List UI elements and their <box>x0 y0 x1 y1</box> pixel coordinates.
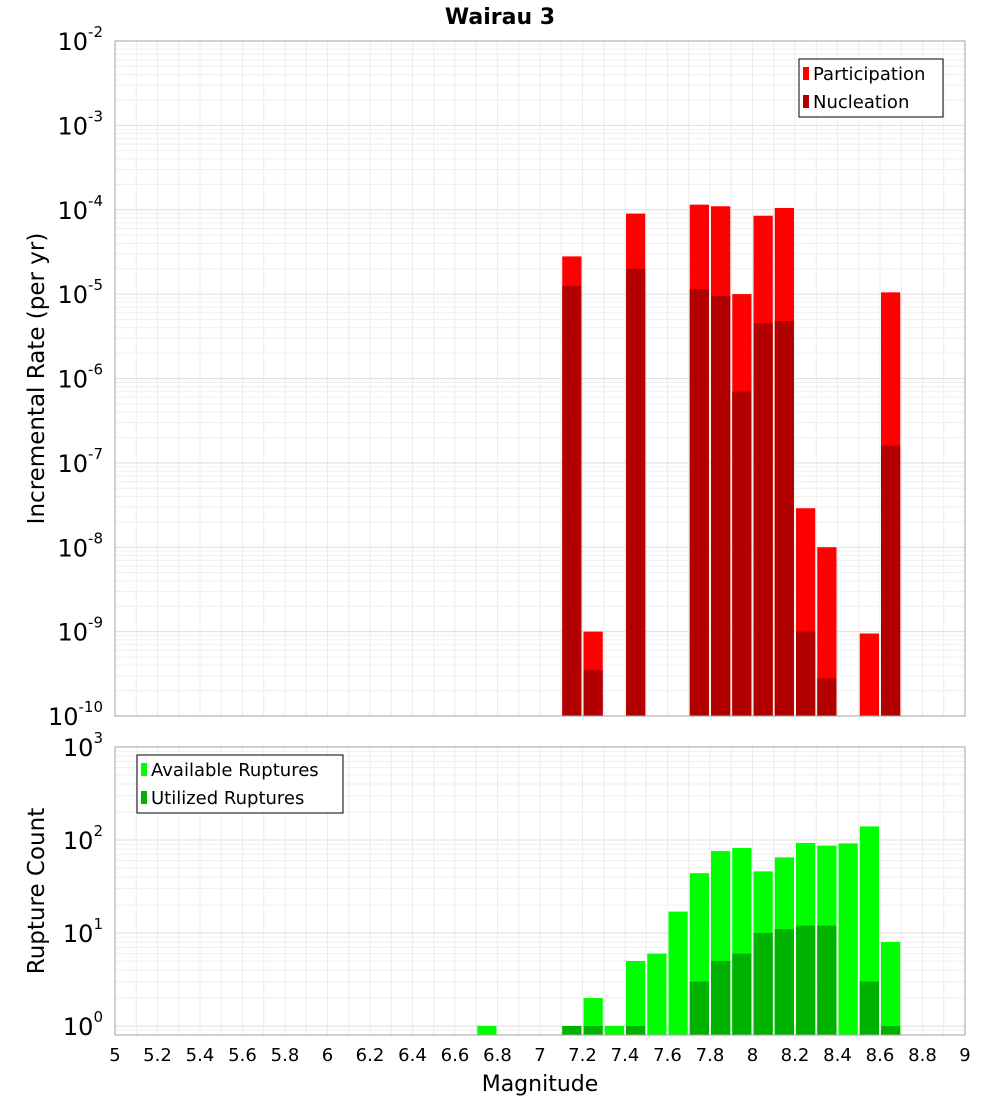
chart-title: Wairau 3 <box>445 5 555 30</box>
x-tick-label: 7.6 <box>653 1045 682 1066</box>
x-tick-label: 8.8 <box>908 1045 937 1066</box>
legend-swatch <box>803 95 809 108</box>
x-tick-label: 7.4 <box>611 1045 640 1066</box>
y-tick-label: 100 <box>63 1008 103 1041</box>
bar-available-ruptures <box>838 843 858 1035</box>
legend: Participation Nucleation <box>798 58 944 118</box>
bar-utilized-ruptures <box>753 932 773 1035</box>
bar-utilized-ruptures <box>711 960 731 1035</box>
y-tick-label: 10-6 <box>57 361 103 394</box>
x-tick-label: 6.2 <box>356 1045 385 1066</box>
bar-available-ruptures <box>668 911 688 1035</box>
y-tick-label: 10-10 <box>48 698 103 731</box>
bar-nucleation <box>711 296 731 716</box>
legend: Available Ruptures Utilized Ruptures <box>136 754 344 814</box>
bar-available-ruptures <box>626 960 646 1035</box>
x-tick-label: 7.2 <box>568 1045 597 1066</box>
y-tick-label: 10-7 <box>57 445 103 478</box>
y-axis-label: Rupture Count <box>24 808 50 974</box>
bars <box>562 204 901 717</box>
x-tick-labels: 5 5.2 5.4 5.6 5.8 6 6.2 6.4 6.6 6.8 7 7.2 7.4 7.6 7.8 8… <box>109 1045 970 1066</box>
x-tick-label: 5.2 <box>143 1045 172 1066</box>
chart-panel-1: 10-10 10-9 10-8 10-7 10-6 10-5 10-4 10-3 10-2 Inc… <box>24 23 966 731</box>
y-tick-label: 10-9 <box>57 614 103 647</box>
y-tick-label: 103 <box>63 729 103 762</box>
x-tick-label: 8 <box>747 1045 758 1066</box>
x-tick-label: 5.4 <box>186 1045 215 1066</box>
legend-entry-label: Available Ruptures <box>151 760 319 781</box>
x-tick-label: 5 <box>109 1045 120 1066</box>
x-tick-label: 6.4 <box>398 1045 427 1066</box>
legend-box <box>798 58 944 118</box>
bar-available-ruptures <box>881 942 901 1035</box>
bar-available-ruptures <box>647 953 667 1035</box>
bars <box>477 826 901 1035</box>
y-tick-labels: 10-10 10-9 10-8 10-7 10-6 10-5 10-4 10-3 10-2 <box>48 23 103 731</box>
plot-frame <box>114 746 966 1036</box>
y-tick-label: 10-8 <box>57 529 103 562</box>
y-tick-label: 10-4 <box>57 192 103 225</box>
legend-entry-label: Utilized Ruptures <box>151 788 304 809</box>
y-tick-labels: 100 101 102 103 <box>63 729 103 1041</box>
x-tick-label: 6 <box>322 1045 333 1066</box>
bar-utilized-ruptures <box>817 925 837 1035</box>
bar-nucleation <box>753 323 773 716</box>
y-axis-label: Incremental Rate (per yr) <box>24 233 50 525</box>
x-tick-label: 7.8 <box>696 1045 725 1066</box>
x-tick-label: 6.6 <box>441 1045 470 1066</box>
legend-entry-label: Participation <box>813 64 925 85</box>
bar-utilized-ruptures <box>583 1025 603 1035</box>
x-axis-label: Magnitude <box>482 1072 599 1097</box>
bar-nucleation <box>583 670 603 716</box>
legend-box <box>136 754 344 814</box>
x-tick-label: 5.8 <box>271 1045 300 1066</box>
bar-utilized-ruptures <box>796 925 816 1035</box>
legend-entry-label: Nucleation <box>813 92 909 113</box>
bar-utilized-ruptures <box>732 953 752 1035</box>
bar-nucleation <box>562 285 582 716</box>
bar-utilized-ruptures <box>859 981 879 1035</box>
y-tick-label: 101 <box>63 915 103 948</box>
y-tick-label: 102 <box>63 822 103 855</box>
bar-nucleation <box>689 289 709 716</box>
bar-nucleation <box>817 678 837 716</box>
x-tick-label: 6.8 <box>483 1045 512 1066</box>
bar-participation <box>817 547 837 716</box>
bar-available-ruptures <box>583 997 603 1035</box>
bar-participation <box>859 633 879 716</box>
bar-nucleation <box>732 391 752 716</box>
legend-swatch <box>141 791 147 804</box>
bar-utilized-ruptures <box>689 981 709 1035</box>
bar-nucleation <box>626 268 646 716</box>
x-tick-label: 7 <box>534 1045 545 1066</box>
bar-available-ruptures <box>477 1025 497 1035</box>
x-tick-label: 8.2 <box>781 1045 810 1066</box>
y-tick-label: 10-2 <box>57 23 103 56</box>
bar-utilized-ruptures <box>626 1025 646 1035</box>
chart-panel-2: 100 101 102 103 5 5.2 5.4 5.6 5.8 6 6.2 6.4 6.6 6.8 7 7… <box>24 729 971 1066</box>
y-tick-label: 10-5 <box>57 276 103 309</box>
bar-available-ruptures <box>604 1025 624 1035</box>
legend-swatch <box>803 67 809 80</box>
grid <box>114 40 966 717</box>
x-tick-label: 9 <box>959 1045 970 1066</box>
y-tick-label: 10-3 <box>57 107 103 140</box>
plot-frame <box>114 40 966 717</box>
x-tick-label: 8.4 <box>823 1045 852 1066</box>
bar-utilized-ruptures <box>562 1025 582 1035</box>
bar-nucleation <box>774 321 794 716</box>
x-tick-label: 5.6 <box>228 1045 257 1066</box>
legend-swatch <box>141 763 147 776</box>
bar-nucleation <box>796 631 816 716</box>
x-tick-label: 8.6 <box>866 1045 895 1066</box>
bar-nucleation <box>881 445 901 716</box>
bar-utilized-ruptures <box>774 929 794 1035</box>
bar-utilized-ruptures <box>881 1025 901 1035</box>
